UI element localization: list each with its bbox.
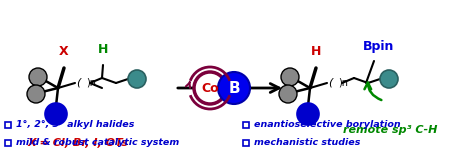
Text: X = Cl, Br, I, OTs: X = Cl, Br, I, OTs: [27, 138, 128, 148]
Circle shape: [281, 68, 299, 86]
Circle shape: [194, 72, 226, 104]
Bar: [243, 140, 249, 146]
Text: Bpin: Bpin: [363, 40, 395, 53]
Bar: [5, 122, 11, 128]
Circle shape: [29, 68, 47, 86]
Text: (: (: [328, 77, 332, 87]
Bar: [5, 140, 11, 146]
Text: mild & robust catalytic system: mild & robust catalytic system: [16, 138, 179, 147]
Circle shape: [297, 103, 319, 125]
Bar: [243, 122, 249, 128]
Circle shape: [128, 70, 146, 88]
Circle shape: [27, 85, 45, 103]
Text: remote sp³ C-H: remote sp³ C-H: [343, 125, 437, 135]
Text: X: X: [59, 45, 69, 58]
Text: (: (: [76, 77, 80, 87]
Text: Co: Co: [201, 81, 219, 95]
Text: H: H: [98, 43, 108, 56]
Circle shape: [279, 85, 297, 103]
Circle shape: [45, 103, 67, 125]
Circle shape: [218, 72, 250, 104]
Text: enantioselective borylation: enantioselective borylation: [254, 120, 401, 129]
Text: B: B: [228, 80, 240, 96]
Text: H: H: [311, 45, 321, 58]
Text: )n: )n: [86, 77, 96, 87]
Text: 1°, 2°, 3° alkyl halides: 1°, 2°, 3° alkyl halides: [16, 120, 134, 129]
Text: mechanistic studies: mechanistic studies: [254, 138, 360, 147]
Circle shape: [380, 70, 398, 88]
Text: )n: )n: [338, 77, 348, 87]
